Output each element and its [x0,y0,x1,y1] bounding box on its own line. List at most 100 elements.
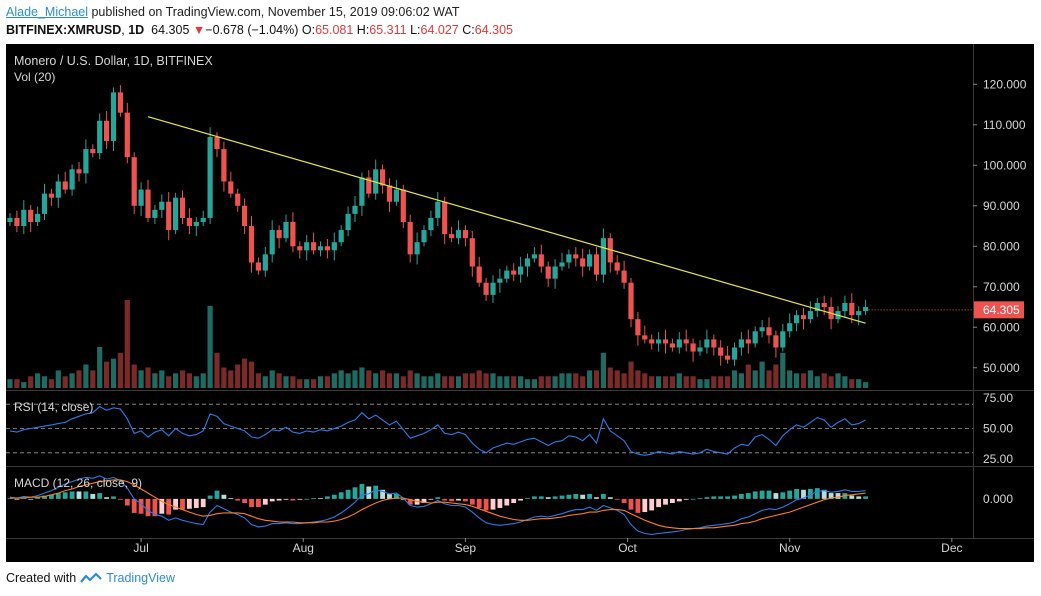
publish-info: Alade_Michael published on TradingView.c… [6,5,460,19]
macd-histogram-bar [642,498,648,513]
candle-body [173,197,179,231]
macd-histogram-bar [614,498,620,500]
volume-bar [773,364,779,388]
volume-bar [159,370,165,388]
macd-histogram-bar [725,496,730,499]
volume-bar [221,367,227,388]
volume-bar [269,370,275,388]
candle-body [104,120,110,141]
candle-body [393,189,399,202]
volume-bar [559,373,565,388]
volume-bar [842,376,848,388]
volume-bar [28,376,34,388]
time-tick-label: Oct [618,541,637,555]
high-value: 65.311 [369,23,407,37]
candle-body [269,230,275,255]
volume-bar [780,352,786,388]
volume-bar [849,379,855,388]
macd-histogram-bar [118,498,123,500]
macd-histogram-bar [697,498,703,499]
volume-bar [642,373,648,388]
candle-body [628,282,634,320]
volume-bar [835,373,841,388]
volume-bar [856,379,862,388]
volume-bar [228,370,234,388]
trendline [147,116,866,324]
volume-bar [48,379,54,388]
candle-body [731,347,738,360]
volume-bar [297,379,303,388]
candle-body [297,246,303,251]
volume-bar [166,376,172,388]
candle-body [331,242,337,251]
candle-body [504,270,510,279]
candle-body [449,234,455,239]
volume-bar [662,376,669,388]
volume-bar [697,379,703,388]
volume-bar [759,361,765,388]
candle-body [800,315,807,320]
volume-bar [635,370,641,388]
candle-body [766,327,772,336]
volume-bar [317,376,324,388]
macd-histogram-bar [304,498,310,500]
macd-histogram-bar [187,498,192,509]
candle-body [738,339,744,348]
candle-body [669,343,675,348]
volume-bar [124,300,130,388]
volume-bar [628,361,634,388]
macd-tick-label: 0.000 [983,492,1013,506]
volume-bar [600,352,606,388]
tradingview-brand[interactable]: TradingView [106,571,175,585]
volume-bar [304,379,310,388]
candle-body [28,209,34,222]
candle-body [414,242,420,255]
candle-body [345,213,351,231]
candle-body [69,169,75,190]
volume-bar [497,376,503,388]
rsi-label: RSI (14, close) [14,400,93,414]
candle-body [214,136,220,150]
macd-histogram-bar [621,498,627,503]
volume-bar [614,370,620,388]
volume-bar [414,373,420,388]
author-link[interactable]: Alade_Michael [6,5,88,19]
macd-histogram-bar [35,497,40,499]
symbol-info: BITFINEX:XMRUSD, 1D 64.305 ▼−0.678 (−1.0… [6,23,513,37]
candle-body [587,254,593,267]
macd-histogram-bar [607,497,613,499]
time-tick-label: Nov [779,541,800,555]
macd-histogram-bar [690,498,696,500]
candle-body [524,258,531,267]
candle-body [48,193,54,198]
volume-bar [380,370,386,388]
published-text: published on TradingView.com, November 1… [91,5,460,19]
candle-body [283,221,289,239]
macd-histogram-bar [732,495,737,499]
macd-histogram-bar [456,498,461,501]
macd-histogram-bar [28,498,34,500]
open-value: 65.081 [315,23,354,37]
candle-body [600,238,606,275]
low-label: L: [410,23,421,37]
price-change: −0.678 (−1.04%) [205,23,299,37]
macd-histogram-bar [242,498,247,503]
volume-bar [752,370,758,388]
macd-histogram-bar [221,494,227,499]
volume-bar [104,361,110,388]
candle-body [55,181,61,198]
candle-body [656,339,662,344]
candle-body [559,262,565,267]
volume-bar [373,373,379,388]
macd-histogram-bar [145,498,151,517]
macd-histogram-bar [318,498,323,499]
candle-body [552,266,558,279]
macd-histogram-bar [483,498,489,511]
candle-body [152,209,158,218]
price-tick-label: 70.000 [983,280,1020,294]
macd-label: MACD (12, 26, close, 9) [14,476,142,490]
volume-bar [814,376,820,388]
macd-histogram-bar [214,490,220,499]
symbol-name: BITFINEX:XMRUSD [6,23,122,37]
